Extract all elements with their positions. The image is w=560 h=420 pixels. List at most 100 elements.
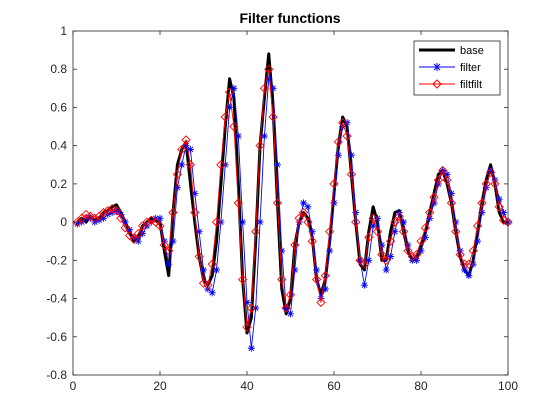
point-filter [213, 266, 221, 274]
point-filtfilt [351, 217, 361, 227]
point-filtfilt [446, 198, 457, 208]
point-filtfilt [251, 227, 261, 237]
x-tick-label: 80 [414, 379, 428, 393]
point-filter [369, 222, 377, 230]
point-filter [382, 266, 390, 274]
point-filtfilt [311, 274, 322, 285]
series-line-filtfilt [77, 68, 509, 328]
point-filtfilt [372, 227, 383, 237]
point-filter [247, 344, 255, 352]
point-filtfilt [433, 175, 444, 185]
point-filter [173, 184, 181, 192]
point-filtfilt [490, 179, 500, 189]
point-filtfilt [281, 303, 291, 313]
point-filtfilt [142, 217, 152, 227]
point-filtfilt [451, 227, 461, 237]
point-filter [121, 218, 129, 226]
point-filtfilt [472, 221, 483, 231]
point-filtfilt [342, 131, 352, 141]
point-filter [273, 161, 281, 169]
point-filter [465, 272, 473, 280]
point-filtfilt [438, 165, 448, 176]
point-filter [234, 132, 242, 140]
point-filtfilt [255, 141, 265, 151]
point-filtfilt [290, 240, 300, 250]
point-filtfilt [238, 274, 248, 285]
point-filter [200, 266, 207, 274]
point-filtfilt [420, 223, 430, 233]
point-filtfilt [464, 259, 474, 269]
point-filtfilt [233, 198, 243, 208]
point-filtfilt [298, 207, 309, 218]
point-filtfilt [316, 297, 326, 308]
point-filter [178, 161, 186, 169]
point-filter [195, 228, 203, 236]
point-filtfilt [90, 213, 100, 223]
point-filter [391, 228, 399, 236]
legend-marker-asterisk-icon [433, 63, 441, 71]
point-filtfilt [111, 206, 122, 216]
point-filtfilt [224, 87, 235, 97]
point-filter [487, 167, 495, 175]
point-filtfilt [329, 179, 339, 189]
point-filtfilt [268, 112, 278, 122]
point-filter [474, 237, 482, 245]
x-tick-label: 20 [153, 379, 167, 393]
point-filtfilt [194, 251, 204, 262]
point-filter [461, 266, 468, 274]
point-filtfilt [203, 280, 213, 290]
point-filtfilt [120, 223, 130, 233]
point-filter [243, 298, 251, 306]
point-filter [347, 151, 355, 159]
y-axis: -0.8 -0.6 -0.4 -0.2 0 0.2 0.4 0.6 0.8 1 [46, 24, 508, 382]
point-filter [417, 247, 425, 255]
point-filter [352, 209, 360, 217]
y-tick-label: -0.4 [46, 292, 67, 306]
point-filter [304, 203, 312, 211]
point-filtfilt [368, 213, 378, 223]
point-filtfilt [198, 278, 209, 288]
point-filtfilt [442, 175, 452, 185]
point-filtfilt [190, 207, 200, 218]
y-tick-label: -0.2 [46, 253, 67, 267]
point-filtfilt [385, 236, 396, 246]
y-tick-label: 0 [60, 215, 67, 229]
point-filtfilt [455, 249, 465, 260]
point-filter [287, 310, 294, 318]
point-filter [260, 132, 268, 140]
point-filtfilt [277, 274, 287, 285]
legend-label-filtfilt: filtfilt [460, 79, 482, 91]
point-filtfilt [346, 169, 357, 179]
point-filter [165, 260, 173, 268]
y-tick-label: 0.6 [50, 100, 67, 114]
point-filter [182, 142, 190, 150]
point-filter [291, 266, 299, 274]
point-filtfilt [407, 251, 417, 262]
point-filter [226, 103, 234, 111]
point-filtfilt [398, 227, 409, 237]
point-filtfilt [429, 192, 439, 202]
point-filter [478, 209, 486, 217]
point-filtfilt [211, 217, 222, 227]
point-filter [326, 247, 334, 255]
legend: base filter filtfilt [413, 40, 501, 96]
point-filter [208, 289, 216, 297]
point-filter [452, 218, 460, 226]
point-filter [156, 214, 164, 222]
point-filtfilt [485, 167, 496, 178]
point-filtfilt [412, 249, 422, 260]
point-filtfilt [164, 246, 174, 256]
legend-marker-diamond-icon [432, 79, 442, 89]
point-filtfilt [325, 227, 335, 237]
point-filtfilt [377, 249, 387, 260]
point-filter [360, 281, 368, 289]
y-tick-label: 0.4 [50, 139, 67, 153]
point-filtfilt [338, 118, 348, 128]
point-filter [169, 237, 177, 245]
point-filter [500, 209, 508, 217]
point-filter [330, 199, 338, 207]
point-filtfilt [425, 207, 435, 218]
point-filter [278, 247, 286, 255]
point-filtfilt [98, 207, 109, 218]
